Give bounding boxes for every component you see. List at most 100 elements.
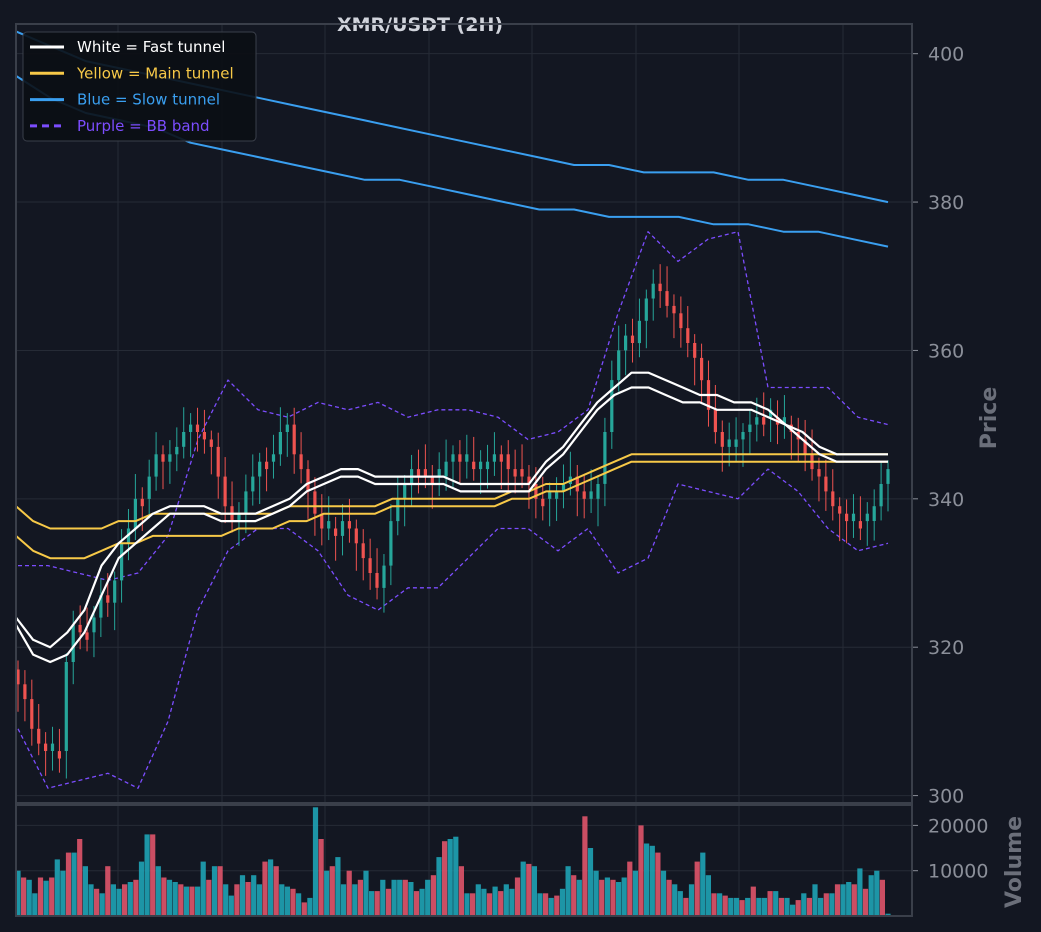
candle-body bbox=[16, 669, 20, 685]
candle-body bbox=[168, 454, 172, 462]
volume-bar bbox=[470, 893, 476, 916]
candle-body bbox=[85, 632, 89, 640]
volume-bar bbox=[677, 891, 683, 916]
candle-body bbox=[354, 528, 358, 544]
volume-bar bbox=[65, 852, 72, 916]
volume-bar bbox=[301, 902, 307, 916]
volume-bar bbox=[627, 861, 633, 916]
volume-bar bbox=[217, 866, 223, 916]
candle-body bbox=[50, 743, 55, 751]
volume-bar bbox=[71, 852, 77, 916]
candle-body bbox=[499, 454, 503, 462]
volume-bar bbox=[739, 900, 745, 916]
volume-bar bbox=[498, 891, 504, 916]
volume-bar bbox=[593, 870, 599, 916]
volume-bar bbox=[223, 884, 229, 916]
volume-bar bbox=[88, 884, 94, 916]
candle-body bbox=[278, 432, 282, 455]
candle-body bbox=[465, 454, 469, 462]
candle-body bbox=[209, 439, 213, 447]
candle-body bbox=[803, 439, 807, 455]
volume-bar bbox=[778, 897, 784, 916]
candle-body bbox=[762, 417, 766, 425]
candle-body bbox=[251, 476, 255, 492]
volume-bar bbox=[773, 891, 779, 916]
volume-bar bbox=[318, 839, 324, 916]
candle-body bbox=[106, 595, 110, 603]
candle-body bbox=[451, 454, 455, 462]
volume-bar bbox=[99, 893, 105, 916]
candle-body bbox=[258, 461, 262, 477]
candle-body bbox=[672, 305, 676, 314]
volume-bar bbox=[251, 875, 257, 916]
volume-bar bbox=[655, 852, 661, 916]
price-tick-label: 360 bbox=[928, 340, 964, 362]
volume-bar bbox=[369, 891, 375, 916]
volume-bar bbox=[312, 807, 319, 916]
volume-bar bbox=[122, 884, 128, 916]
candle-body bbox=[630, 335, 635, 343]
candle-body bbox=[727, 439, 731, 447]
candle-body bbox=[831, 491, 835, 507]
volume-bar bbox=[481, 888, 487, 916]
candle-body bbox=[755, 417, 759, 425]
volume-bar bbox=[82, 866, 88, 916]
volume-tick-label: 20000 bbox=[928, 815, 988, 837]
candle-body bbox=[161, 454, 165, 462]
candle-body bbox=[651, 283, 655, 299]
volume-bar bbox=[604, 877, 610, 916]
volume-bar bbox=[183, 886, 189, 916]
candle-body bbox=[769, 409, 773, 418]
candle-body bbox=[541, 498, 545, 507]
volume-bar bbox=[672, 884, 678, 916]
volume-bar bbox=[885, 913, 891, 916]
candle-body bbox=[872, 506, 876, 521]
candle-body bbox=[700, 357, 704, 381]
candle-body bbox=[334, 528, 338, 536]
volume-bar bbox=[644, 843, 650, 916]
candle-body bbox=[596, 484, 600, 499]
candle-body bbox=[575, 476, 579, 492]
volume-bar bbox=[189, 886, 195, 916]
volume-bar bbox=[453, 836, 459, 916]
candle-body bbox=[306, 469, 310, 492]
candle-body bbox=[472, 461, 476, 470]
candle-body bbox=[340, 521, 345, 536]
candle-body bbox=[313, 491, 317, 514]
candle-body bbox=[879, 484, 883, 507]
volume-bar bbox=[161, 877, 167, 916]
volume-bar bbox=[127, 882, 133, 916]
candle-body bbox=[347, 521, 351, 529]
candle-body bbox=[610, 380, 614, 432]
candle-body bbox=[782, 417, 786, 425]
volume-bar bbox=[144, 834, 150, 916]
volume-bar bbox=[565, 866, 571, 916]
candle-body bbox=[617, 350, 621, 381]
main-tunnel-lower-line bbox=[15, 460, 888, 560]
candle-body bbox=[534, 484, 538, 499]
volume-bar bbox=[834, 884, 841, 916]
volume-bar bbox=[862, 888, 869, 916]
volume-tick-label: 10000 bbox=[928, 861, 988, 883]
candle-body bbox=[665, 291, 669, 306]
candle-body bbox=[644, 298, 648, 321]
candle-body bbox=[513, 469, 517, 477]
volume-bar bbox=[94, 888, 100, 916]
volume-bar bbox=[228, 895, 234, 916]
volume-bar bbox=[447, 839, 453, 916]
volume-bar bbox=[77, 839, 83, 916]
candle-body bbox=[271, 454, 276, 462]
candle-body bbox=[741, 432, 745, 440]
volume-bar bbox=[879, 879, 885, 916]
volume-bar bbox=[857, 868, 863, 916]
volume-bar bbox=[195, 886, 201, 916]
volume-bar bbox=[26, 879, 32, 916]
volume-bar bbox=[801, 893, 807, 916]
candle-body bbox=[748, 424, 752, 432]
legend: White = Fast tunnel Yellow = Main tunnel B… bbox=[22, 31, 257, 142]
volume-bar bbox=[649, 845, 655, 916]
volume-bar bbox=[425, 879, 431, 916]
volume-bar bbox=[812, 884, 818, 916]
volume-bar bbox=[21, 877, 27, 916]
volume-bar bbox=[818, 897, 824, 916]
